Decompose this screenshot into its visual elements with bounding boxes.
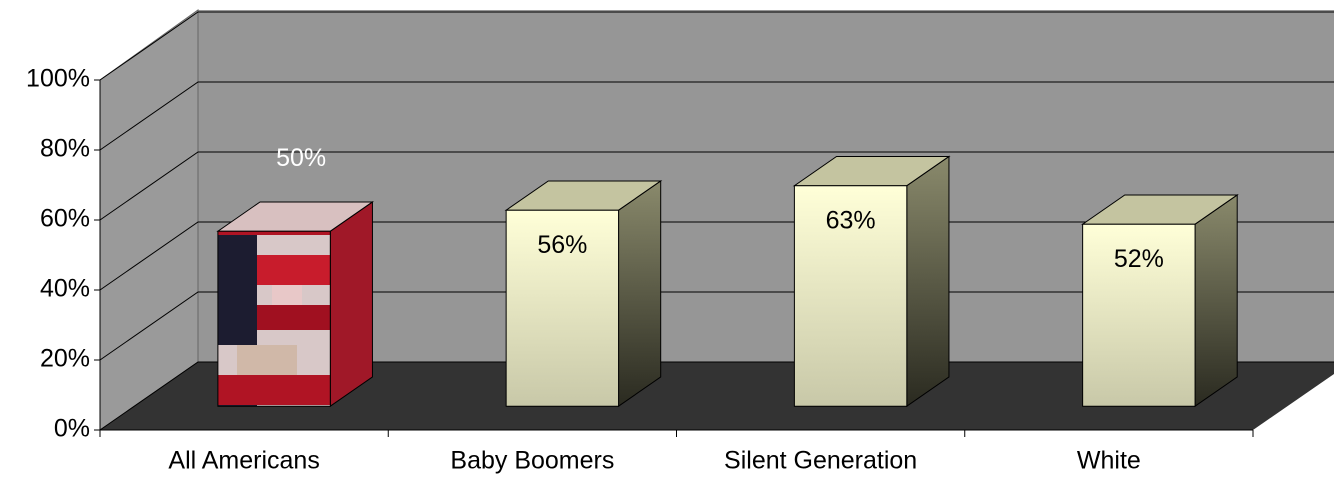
floor [100, 362, 1334, 430]
bar-side [1194, 194, 1238, 408]
y-tick-label: 0% [54, 415, 90, 443]
bar [217, 230, 331, 407]
side-wall [99, 9, 199, 431]
grid: 0% 20% 40% 60% 80% 100% All Americans Baby Boom… [26, 11, 1334, 475]
value-label: 52% [1114, 245, 1164, 273]
y-tick-label: 40% [40, 275, 90, 303]
value-label: 63% [826, 206, 876, 234]
bar [793, 185, 908, 407]
y-tick-label: 100% [26, 65, 90, 93]
value-label: 50% [276, 144, 326, 172]
y-tick-label: 20% [40, 345, 90, 373]
bar-side [618, 180, 662, 408]
bar-side [329, 201, 373, 408]
back-wall [198, 10, 1334, 362]
bar [1082, 223, 1196, 407]
x-tick-label: White [1077, 447, 1141, 475]
grid-line [99, 81, 1334, 151]
grid-line [99, 11, 1334, 81]
y-tick-label: 60% [40, 205, 90, 233]
value-label: 56% [537, 231, 587, 259]
bars: 50% 56% 63% 52% [216, 144, 1239, 408]
x-tick-label: All Americans [168, 447, 319, 475]
bar [505, 209, 620, 407]
grid-line [99, 291, 1334, 361]
grid-line [99, 151, 1334, 221]
grid-line [99, 361, 1334, 431]
y-tick-label: 80% [40, 135, 90, 163]
x-tick-label: Silent Generation [724, 447, 917, 475]
x-tick-label: Baby Boomers [450, 447, 614, 475]
bar-side [906, 155, 950, 408]
grid-line [99, 221, 1334, 291]
